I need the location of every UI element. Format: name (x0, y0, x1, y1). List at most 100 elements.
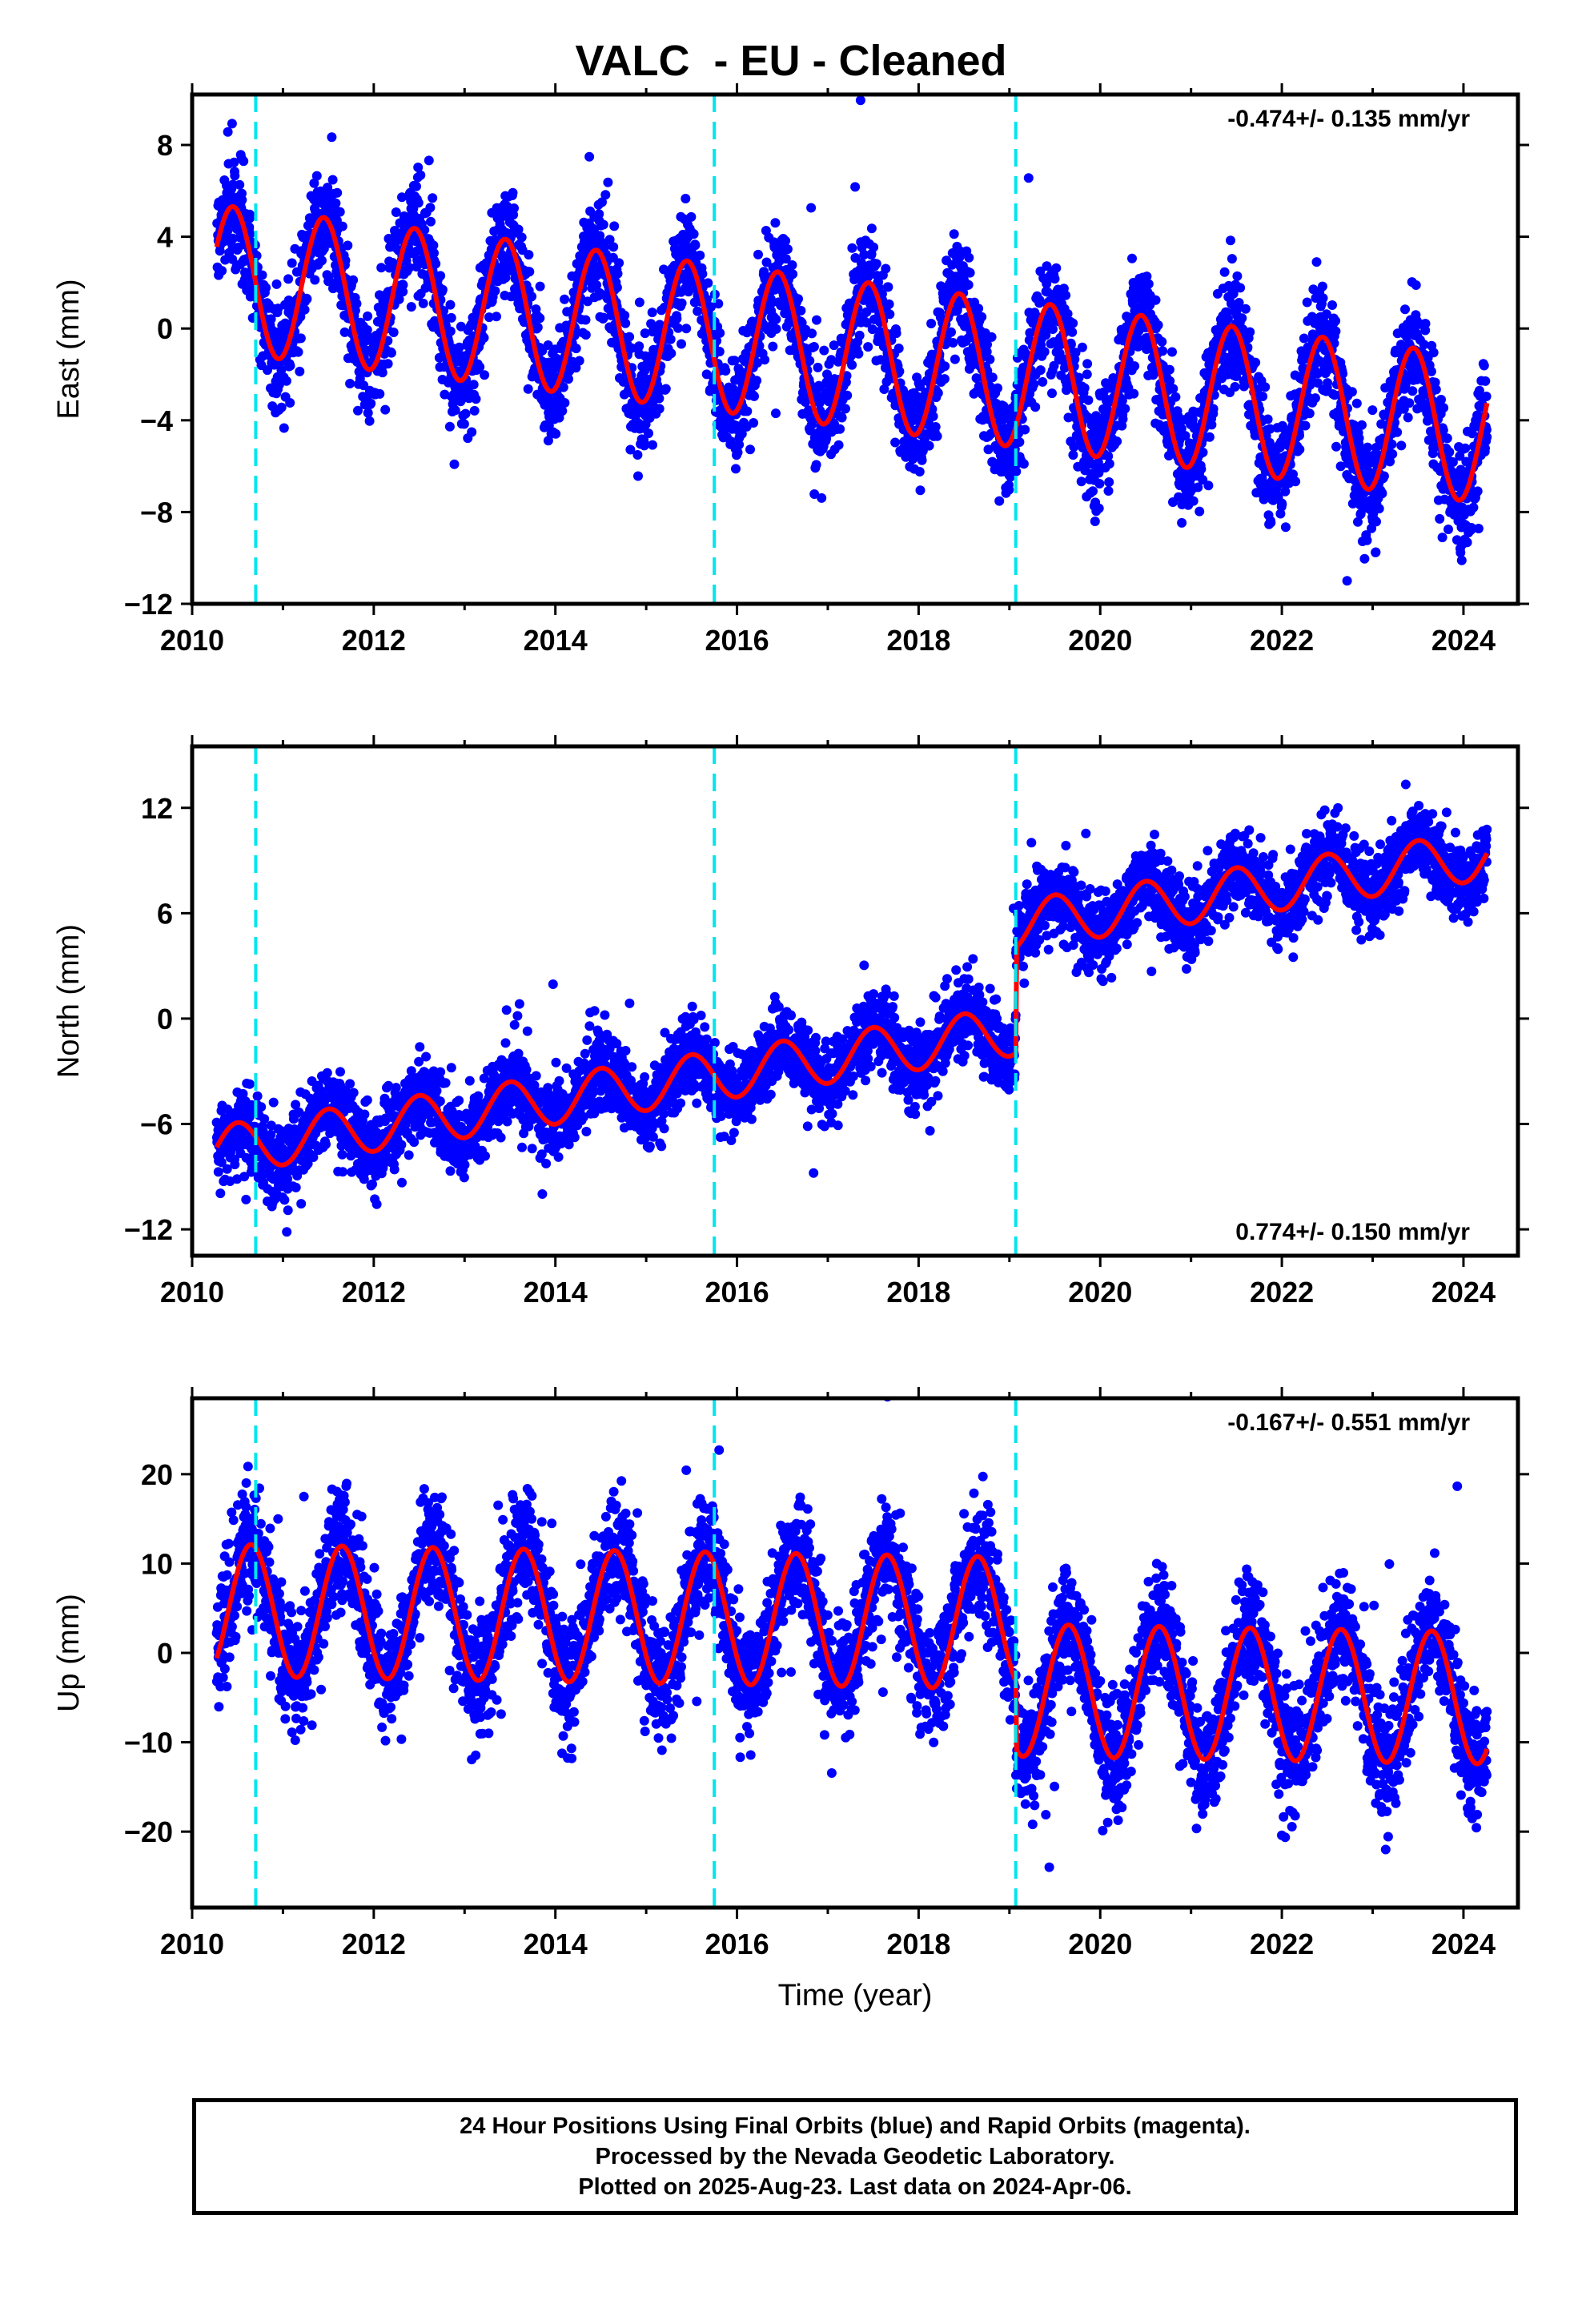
data-point (801, 397, 810, 407)
data-point (1082, 369, 1092, 380)
data-point (693, 306, 703, 316)
data-point (648, 440, 657, 450)
data-point (731, 420, 741, 431)
data-point (788, 269, 798, 279)
data-point (993, 383, 1002, 393)
data-point (930, 422, 941, 432)
data-point (894, 366, 905, 376)
data-point (1090, 517, 1100, 526)
data-point (281, 376, 291, 386)
data-point (535, 281, 545, 292)
data-point (431, 259, 441, 269)
panel-north: 2010 2012 2014 2016 2018 2020 2022 2024−12−6061… (52, 735, 1529, 1309)
data-point (1435, 513, 1445, 524)
data-point (915, 381, 926, 392)
data-point (1170, 392, 1181, 402)
data-point (847, 243, 857, 253)
data-point (771, 324, 781, 334)
data-point (1130, 361, 1140, 372)
data-point (677, 339, 686, 349)
data-point (811, 460, 821, 470)
data-point (632, 450, 643, 460)
data-point (684, 286, 694, 296)
data-point (893, 344, 904, 353)
data-point (620, 310, 630, 320)
data-point (1387, 449, 1398, 459)
data-point (640, 439, 650, 449)
data-point (787, 260, 797, 270)
data-point (276, 402, 287, 412)
data-point (1436, 395, 1446, 404)
data-point (926, 319, 937, 328)
data-point (964, 252, 974, 263)
data-point (796, 305, 806, 316)
data-point (729, 356, 740, 366)
data-point (734, 440, 745, 450)
data-point (1462, 537, 1472, 548)
data-point (933, 388, 943, 398)
data-point (1472, 486, 1483, 497)
data-point (446, 312, 456, 323)
data-point (257, 270, 267, 280)
data-point (426, 216, 436, 227)
data-point (665, 334, 676, 344)
data-point (817, 493, 827, 503)
data-point (1359, 553, 1370, 564)
daily-position-series (212, 95, 1492, 586)
data-point (1104, 459, 1114, 469)
data-point (781, 235, 791, 246)
data-point (1317, 281, 1327, 292)
data-point (770, 218, 781, 228)
data-point (293, 347, 303, 357)
data-point (1061, 290, 1071, 300)
y-tick-label: −4 (140, 404, 173, 437)
data-point (940, 361, 950, 372)
data-point (1094, 503, 1104, 513)
data-point (761, 257, 772, 267)
data-point (1362, 535, 1372, 545)
data-point (1068, 318, 1078, 328)
data-point (890, 437, 901, 448)
data-point (654, 393, 665, 404)
data-point (271, 279, 282, 289)
data-point (819, 345, 829, 356)
data-point (592, 280, 602, 290)
data-point (760, 355, 770, 365)
data-point (580, 315, 591, 325)
data-point (1035, 365, 1046, 376)
data-point (1020, 424, 1030, 435)
data-point (339, 327, 350, 337)
data-point (1323, 378, 1333, 388)
data-point (437, 284, 448, 295)
data-point (376, 263, 387, 273)
data-point (386, 348, 396, 358)
data-point (227, 179, 238, 190)
data-point (229, 157, 239, 167)
data-point (1118, 414, 1128, 424)
data-point (986, 332, 997, 342)
data-point (1404, 398, 1415, 408)
data-point (812, 315, 821, 325)
data-point (1129, 388, 1139, 399)
data-point (883, 282, 893, 292)
data-point (450, 405, 460, 416)
data-point (327, 175, 338, 185)
data-point (1030, 402, 1041, 412)
data-point (842, 390, 853, 400)
x-tick-label: 2016 (705, 624, 769, 657)
data-point (821, 433, 832, 444)
data-point (924, 440, 934, 451)
data-point (597, 197, 607, 207)
data-point (404, 263, 415, 273)
data-point (239, 156, 249, 167)
data-point (813, 362, 823, 372)
data-point (471, 394, 481, 404)
data-point (1291, 476, 1301, 487)
data-point (445, 300, 456, 310)
data-point (863, 342, 873, 352)
data-point (428, 193, 438, 203)
data-point (363, 311, 373, 321)
data-point (1371, 517, 1381, 527)
data-point (677, 298, 687, 308)
data-point (429, 248, 439, 258)
